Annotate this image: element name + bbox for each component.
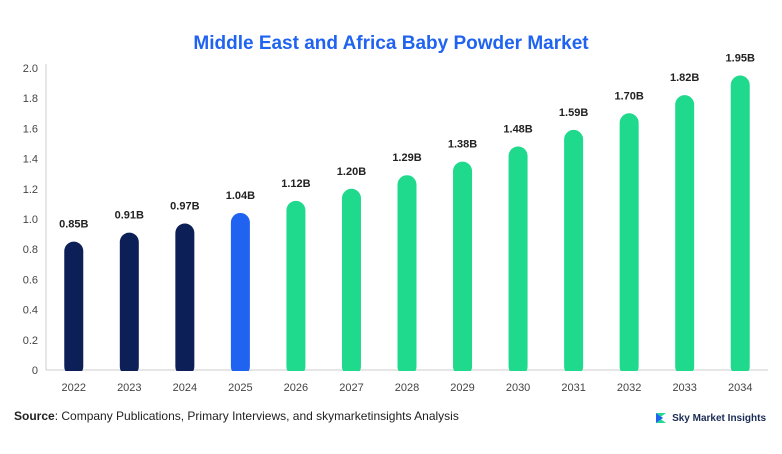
x-tick-label: 2025 <box>228 382 252 394</box>
chart-title: Middle East and Africa Baby Powder Marke… <box>193 33 589 54</box>
data-label: 0.97B <box>170 201 199 213</box>
data-label: 1.12B <box>281 178 310 190</box>
bar <box>119 232 139 376</box>
bar <box>397 175 417 376</box>
y-tick-label: 1.8 <box>23 93 38 105</box>
x-tick-label: 2029 <box>450 382 474 394</box>
y-tick-label: 0.2 <box>23 335 38 347</box>
y-tick-label: 1.0 <box>23 214 38 226</box>
x-tick-label: 2034 <box>728 382 752 394</box>
x-tick-label: 2028 <box>395 382 419 394</box>
data-label: 1.95B <box>726 53 755 65</box>
x-tick-label: 2032 <box>617 382 641 394</box>
bar <box>675 95 695 377</box>
x-tick-label: 2033 <box>672 382 696 394</box>
bar <box>508 146 528 376</box>
source-note: Source: Company Publications, Primary In… <box>14 409 459 423</box>
x-tick-label: 2027 <box>339 382 363 394</box>
sky-market-insights-logo-icon <box>656 413 667 423</box>
x-tick-label: 2023 <box>117 382 141 394</box>
y-tick-label: 0.4 <box>23 305 38 317</box>
bar <box>564 129 584 376</box>
bar <box>286 200 306 376</box>
data-label: 1.04B <box>226 190 255 202</box>
bar <box>453 161 473 376</box>
x-tick-label: 2022 <box>62 382 86 394</box>
bar <box>230 212 250 376</box>
y-tick-label: 2.0 <box>23 63 38 75</box>
y-tick-label: 0 <box>32 365 38 377</box>
baseline-mask <box>47 371 769 377</box>
x-tick-label: 2031 <box>561 382 585 394</box>
bar <box>341 188 361 376</box>
bar <box>730 75 750 377</box>
bar <box>175 223 195 376</box>
data-label: 0.91B <box>115 210 144 222</box>
data-label: 1.48B <box>503 124 532 136</box>
bar <box>64 241 84 376</box>
bar-chart: 0 0.2 0.4 0.6 0.8 1.0 1.2 1.4 1.6 1.8 2.0 0.85B 2022… <box>23 53 769 394</box>
data-label: 1.29B <box>392 152 421 164</box>
x-tick-label: 2030 <box>506 382 530 394</box>
y-tick-label: 0.6 <box>23 274 38 286</box>
data-label: 1.20B <box>337 166 366 178</box>
x-tick-label: 2026 <box>284 382 308 394</box>
y-tick-label: 0.8 <box>23 244 38 256</box>
y-tick-label: 1.6 <box>23 123 38 135</box>
source-label: Source <box>14 409 55 423</box>
data-label: 1.70B <box>614 90 643 102</box>
data-label: 0.85B <box>59 219 88 231</box>
data-label: 1.59B <box>559 107 588 119</box>
bar <box>619 113 639 377</box>
brand-logo: Sky Market Insights <box>654 411 766 425</box>
x-tick-label: 2024 <box>173 382 197 394</box>
y-tick-label: 1.4 <box>23 154 38 166</box>
brand-name: Sky Market Insights <box>672 412 766 424</box>
data-label: 1.82B <box>670 72 699 84</box>
source-text: : Company Publications, Primary Intervie… <box>54 409 459 423</box>
data-label: 1.38B <box>448 139 477 151</box>
y-tick-label: 1.2 <box>23 184 38 196</box>
